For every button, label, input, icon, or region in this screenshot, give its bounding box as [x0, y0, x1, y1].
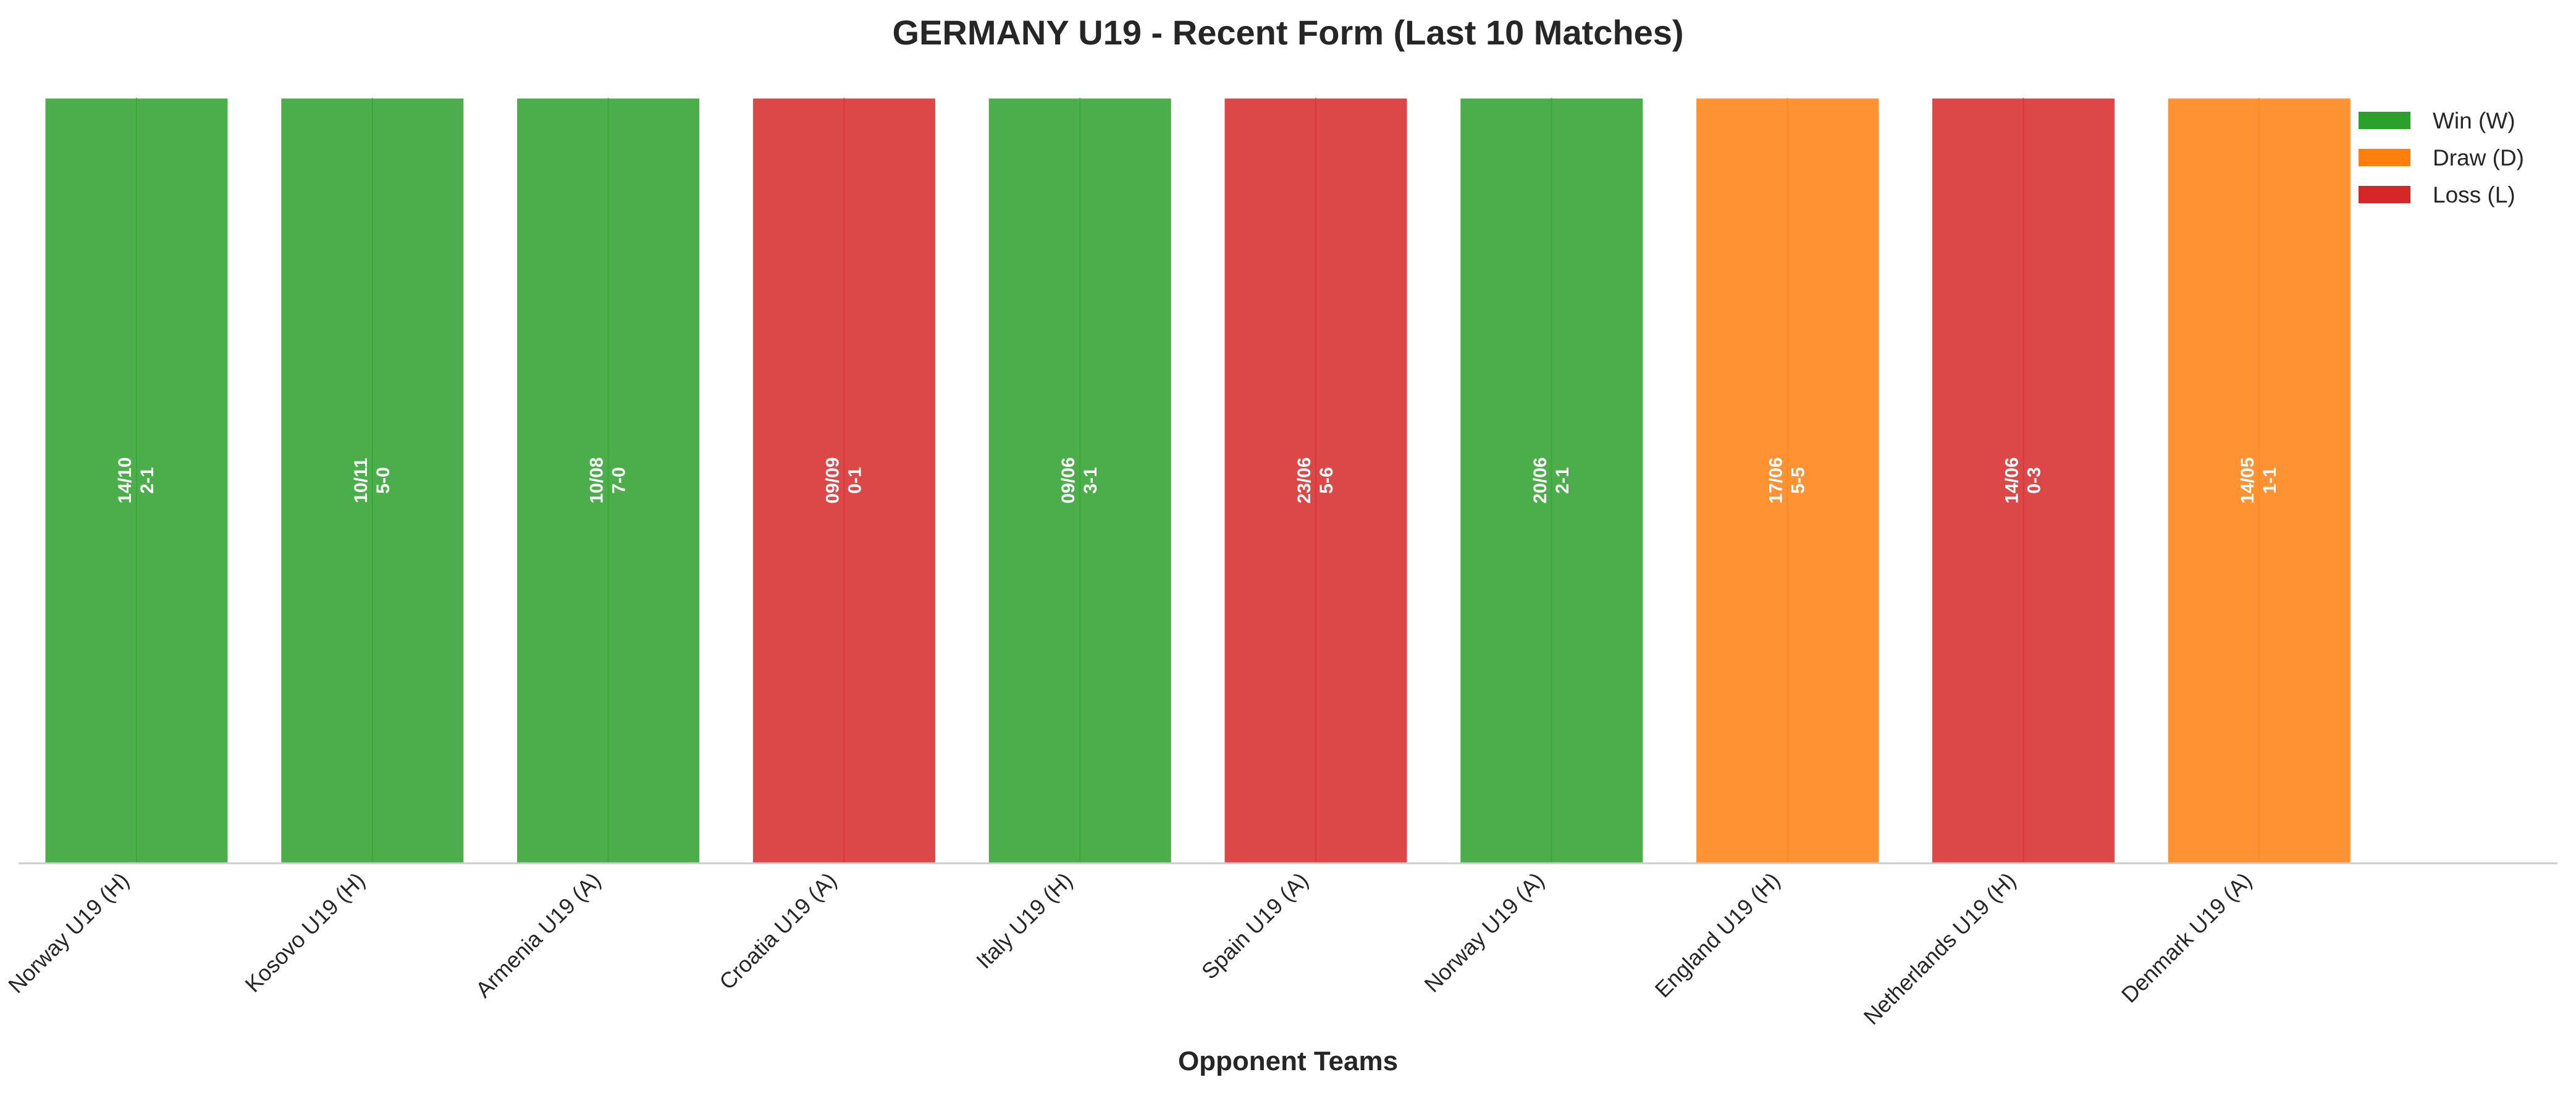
- x-tick-label: Italy U19 (H): [971, 868, 1077, 974]
- bar-date: 10/11: [351, 458, 371, 503]
- chart-title: GERMANY U19 - Recent Form (Last 10 Match…: [892, 13, 1683, 52]
- legend-label: Win (W): [2433, 108, 2515, 133]
- bar-date: 09/06: [1058, 457, 1079, 503]
- legend-swatch-w: [2359, 112, 2410, 129]
- bar-score: 0-3: [2024, 467, 2044, 493]
- x-tick-label: Norway U19 (A): [1419, 868, 1549, 997]
- legend-swatch-l: [2359, 186, 2410, 203]
- bar-score: 0-1: [844, 467, 865, 493]
- bar-score: 3-1: [1080, 467, 1101, 493]
- bar-label: 10/08 7-0: [587, 457, 629, 503]
- legend: Win (W) Draw (D) Loss (L): [2359, 108, 2524, 207]
- bar-date: 14/10: [115, 457, 135, 503]
- bar-score: 2-1: [1552, 467, 1573, 493]
- bar-score: 7-0: [609, 467, 629, 493]
- x-tick-label: Norway U19 (H): [3, 868, 133, 998]
- bar-label: 14/10 2-1: [115, 457, 158, 503]
- bar-date: 23/06: [1294, 457, 1315, 503]
- bar-label: 14/06 0-3: [2001, 457, 2044, 503]
- x-tick-label: England U19 (H): [1650, 868, 1785, 1003]
- legend-swatch-d: [2359, 149, 2410, 166]
- bar-label: 09/06 3-1: [1058, 457, 1101, 503]
- x-tick-label: Denmark U19 (A): [2116, 868, 2257, 1008]
- bar-label: 23/06 5-6: [1294, 457, 1337, 503]
- bar-score: 5-0: [373, 467, 394, 493]
- x-tick-label: Kosovo U19 (H): [240, 868, 369, 997]
- bar-score: 1-1: [2260, 467, 2280, 493]
- bar-score: 5-5: [1788, 467, 1809, 493]
- bar-date: 09/09: [822, 457, 843, 503]
- bar-label: 14/05 1-1: [2237, 457, 2280, 503]
- x-tick-labels: Norway U19 (H) Kosovo U19 (H) Armenia U19 …: [3, 868, 2257, 1029]
- legend-label: Draw (D): [2433, 145, 2524, 170]
- x-axis-label: Opponent Teams: [1178, 1046, 1398, 1076]
- bar-date: 14/06: [2001, 457, 2022, 503]
- x-tick-label: Netherlands U19 (H): [1859, 868, 2021, 1029]
- bar-label: 10/11 5-0: [351, 458, 394, 503]
- bar-label: 20/06 2-1: [1530, 457, 1573, 503]
- bar-label: 09/09 0-1: [822, 457, 865, 503]
- legend-label: Loss (L): [2433, 182, 2515, 207]
- bar-date: 14/05: [2237, 457, 2258, 503]
- x-tick-label: Croatia U19 (A): [714, 868, 841, 995]
- bar-label: 17/06 5-5: [1766, 457, 1809, 503]
- x-tick-label: Spain U19 (A): [1197, 868, 1313, 984]
- bar-date: 20/06: [1530, 457, 1551, 503]
- bar-date: 10/08: [587, 457, 607, 503]
- bar-score: 5-6: [1316, 467, 1337, 493]
- x-tick-label: Armenia U19 (A): [471, 868, 606, 1003]
- bar-date: 17/06: [1766, 457, 1787, 503]
- bar-score: 2-1: [137, 467, 158, 493]
- bars-group: 14/10 2-1 10/11 5-0 10/08 7-0 09/09 0-1 09/06 3-1…: [43, 96, 2352, 865]
